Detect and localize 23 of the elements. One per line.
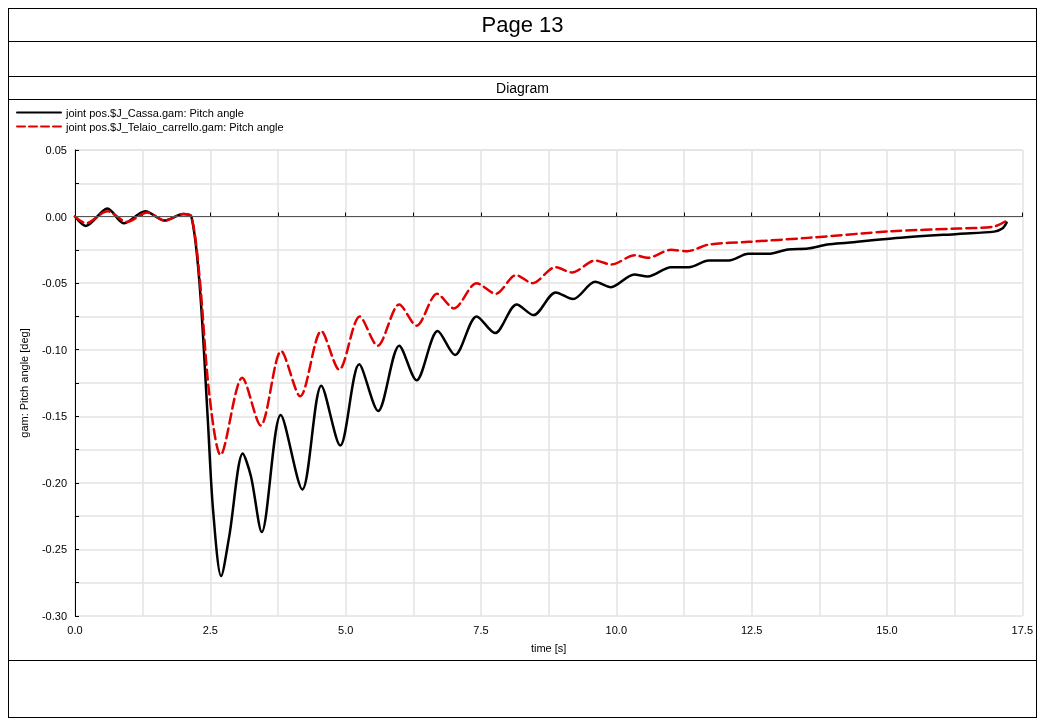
- line-series: [73, 210, 1008, 457]
- x-tick-label: 12.5: [740, 623, 763, 636]
- y-axis-title: gam: Pitch angle [deg]: [17, 328, 30, 438]
- x-axis-title: time [s]: [530, 641, 567, 654]
- y-tick-label: -0.15: [41, 410, 67, 423]
- y-tick-label: -0.20: [41, 476, 67, 489]
- legend-label: joint pos.$J_Cassa.gam: Pitch angle: [65, 106, 244, 119]
- y-tick-label: -0.30: [41, 610, 67, 622]
- x-tick-label: 17.5: [1011, 623, 1034, 636]
- x-tick-label: 0.0: [67, 623, 83, 636]
- x-tick-label: 10.0: [605, 623, 628, 636]
- y-tick-label: -0.10: [41, 343, 67, 356]
- chart-title: Page 13: [9, 9, 1036, 42]
- legend-label: joint pos.$J_Telaio_carrello.gam: Pitch angle: [65, 120, 284, 133]
- x-tick-label: 2.5: [202, 623, 218, 636]
- x-tick-label: 15.0: [876, 623, 898, 636]
- y-tick-label: -0.25: [41, 543, 67, 556]
- y-tick-label: 0.00: [45, 210, 67, 223]
- chart-subtitle: Diagram: [9, 77, 1036, 100]
- x-tick-label: 5.0: [338, 623, 354, 636]
- y-tick-label: -0.05: [41, 277, 67, 290]
- x-tick-label: 7.5: [473, 623, 489, 636]
- y-tick-label: 0.05: [45, 144, 67, 156]
